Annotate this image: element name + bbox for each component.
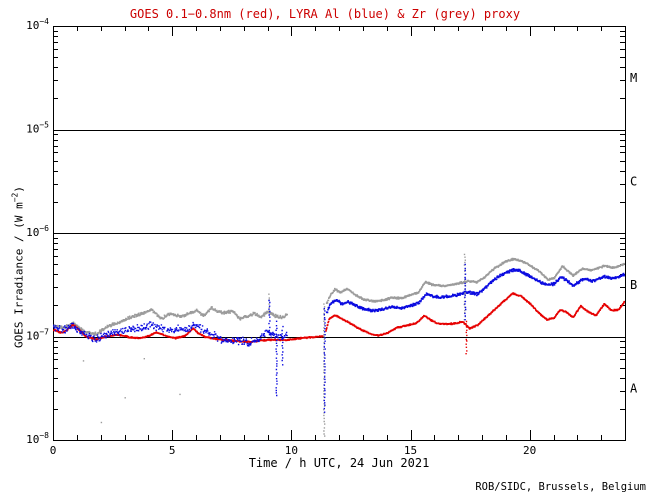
artifact-spike <box>268 299 271 334</box>
y-axis-title-exponent: −2 <box>10 192 20 203</box>
artifact-spike <box>463 253 466 321</box>
series-lyra-al-proxy <box>53 268 625 347</box>
y-tick-label: 10−4 <box>26 17 49 32</box>
x-tick-label: 20 <box>523 444 536 457</box>
x-tick-label: 5 <box>169 444 176 457</box>
stray-dot <box>179 393 181 396</box>
flare-class-label-a: A <box>630 381 638 395</box>
x-tick-label: 0 <box>50 444 57 457</box>
y-tick-label: 10−5 <box>26 121 49 136</box>
stray-dot <box>143 358 145 360</box>
y-tick-label: 10−6 <box>26 224 49 239</box>
artifact-spike <box>323 307 326 413</box>
y-axis-title-suffix: ) <box>12 186 26 193</box>
x-axis-title: Time / h UTC, 24 Jun 2021 <box>248 456 430 470</box>
flare-class-label-m: M <box>630 71 637 85</box>
artifact-spike <box>465 320 468 355</box>
series-lyra-zr-proxy <box>53 257 625 336</box>
y-axis-title: GOES Irradiance / (W m−2) <box>11 186 26 348</box>
x-tick-label: 15 <box>404 444 417 457</box>
series-goes-0-1-0-8nm <box>53 292 625 344</box>
flare-class-label-c: C <box>630 174 637 188</box>
stray-dot <box>82 360 85 362</box>
x-tick-label: 10 <box>285 444 298 457</box>
stray-dot <box>124 397 126 399</box>
y-axis-title-prefix: GOES Irradiance / (W m <box>12 202 26 348</box>
artifact-spike <box>281 325 284 366</box>
chart-title: GOES 0.1−0.8nm (red), LYRA Al (blue) & Z… <box>129 7 521 21</box>
y-tick-label: 10−7 <box>26 328 49 343</box>
artifact-spike <box>275 320 278 397</box>
flare-class-label-b: B <box>630 278 637 292</box>
artifact-spike <box>268 293 271 315</box>
y-tick-label: 10−8 <box>26 431 49 446</box>
stray-dot <box>100 421 103 424</box>
credit-text: ROB/SIDC, Brussels, Belgium <box>475 481 646 493</box>
artifact-spike <box>464 263 467 321</box>
